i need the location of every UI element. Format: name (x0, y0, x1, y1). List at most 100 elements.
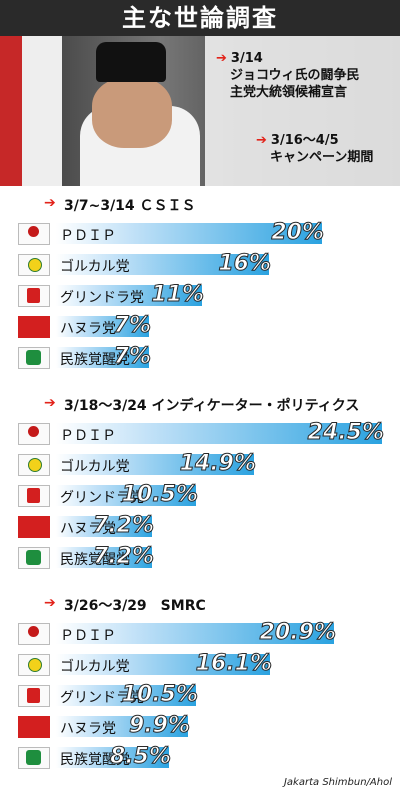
party-name: グリンドラ党 (60, 690, 144, 706)
party-name: グリンドラ党 (60, 290, 144, 306)
annotation-2-text1: キャンペーン期間 (270, 150, 374, 165)
data-label: 7.2% (92, 544, 154, 570)
bar-row: ゴルカル党 14.9% (0, 451, 400, 477)
bar-row: ＰＤＩＰ 20% (0, 220, 400, 246)
gerindra-logo-icon (18, 285, 50, 307)
bar (56, 423, 382, 444)
bar (56, 547, 152, 568)
header-photo (0, 36, 400, 186)
bar (56, 623, 334, 644)
annotation-panel (205, 36, 400, 186)
pkb-logo-icon (18, 747, 50, 769)
pdip-logo-icon (18, 623, 50, 645)
party-name: ＰＤＩＰ (60, 428, 116, 444)
data-label: 24.5% (307, 420, 384, 446)
party-name: ハヌラ党 (60, 321, 116, 337)
flag-red (0, 36, 22, 186)
party-name: ハヌラ党 (60, 521, 116, 537)
bar-row: ハヌラ党 7.2% (0, 513, 400, 539)
page-title: 主な世論調査 (0, 0, 400, 36)
gerindra-logo-icon (18, 485, 50, 507)
bar-row: ゴルカル党 16.1% (0, 651, 400, 677)
bar (56, 285, 202, 306)
golkar-logo-icon (18, 254, 50, 276)
annotation-1-text2: 主党大統領候補宣言 (230, 85, 348, 100)
bar (56, 747, 169, 768)
arrow-right-icon: ➔ (44, 395, 56, 411)
pdip-logo-icon (18, 223, 50, 245)
bar (56, 223, 322, 244)
bar (56, 347, 149, 368)
bar-row: 民族覚醒党 8.5% (0, 744, 400, 770)
data-label: 10.5% (121, 682, 198, 708)
hanura-logo-icon (18, 716, 50, 738)
bar-row: ＰＤＩＰ 20.9% (0, 620, 400, 646)
gerindra-logo-icon (18, 685, 50, 707)
bar (56, 685, 196, 706)
chart-title-text: 3/7~3/14 ＣＳＩＳ (64, 198, 196, 214)
party-name: ハヌラ党 (60, 721, 116, 737)
annotation-1-date: 3/14 (230, 51, 263, 66)
annotation-2: ➔ 3/16〜4/5 キャンペーン期間 (256, 132, 373, 166)
annotation-2-date: 3/16〜4/5 (270, 133, 339, 148)
data-label: 16% (218, 251, 272, 277)
arrow-right-icon: ➔ (216, 51, 227, 66)
arrow-right-icon: ➔ (44, 195, 56, 211)
data-label: 7% (113, 344, 151, 370)
golkar-logo-icon (18, 654, 50, 676)
bar-row: グリンドラ党 10.5% (0, 482, 400, 508)
party-name: 民族覚醒党 (60, 352, 130, 368)
party-name: 民族覚醒党 (60, 552, 130, 568)
party-name: グリンドラ党 (60, 490, 144, 506)
bar-row: グリンドラ党 10.5% (0, 682, 400, 708)
golkar-logo-icon (18, 454, 50, 476)
data-label: 16.1% (195, 651, 272, 677)
party-name: 民族覚醒党 (60, 752, 130, 768)
bar (56, 254, 269, 275)
hanura-logo-icon (18, 316, 50, 338)
party-name: ゴルカル党 (60, 459, 130, 475)
bar (56, 716, 188, 737)
chart-title-3: ➔ 3/26〜3/29 SMRC (0, 592, 400, 616)
bar-row: グリンドラ党 11% (0, 282, 400, 308)
bar (56, 316, 149, 337)
hanura-logo-icon (18, 516, 50, 538)
bar-row: 民族覚醒党 7% (0, 344, 400, 370)
data-label: 7% (113, 313, 151, 339)
annotation-1-text1: ジョコウィ氏の闘争民 (230, 68, 360, 83)
data-label: 14.9% (179, 451, 256, 477)
data-label: 11% (151, 282, 205, 308)
figure-face (92, 78, 172, 148)
data-label: 20% (271, 220, 325, 246)
party-name: ゴルカル党 (60, 259, 130, 275)
party-name: ＰＤＩＰ (60, 228, 116, 244)
data-label: 10.5% (121, 482, 198, 508)
data-label: 8.5% (109, 744, 171, 770)
figure-cap (96, 42, 166, 82)
pkb-logo-icon (18, 547, 50, 569)
bar-row: ハヌラ党 7% (0, 313, 400, 339)
pdip-logo-icon (18, 423, 50, 445)
chart-title-2: ➔ 3/18〜3/24 インディケーター・ポリティクス (0, 392, 400, 416)
flag-white (22, 36, 62, 186)
bar (56, 454, 254, 475)
credit: Jakarta Shimbun/Ahol (283, 777, 392, 788)
pkb-logo-icon (18, 347, 50, 369)
data-label: 9.9% (128, 713, 190, 739)
chart-title-text: 3/26〜3/29 SMRC (64, 598, 206, 614)
arrow-right-icon: ➔ (44, 595, 56, 611)
annotation-1: ➔ 3/14 ジョコウィ氏の闘争民 主党大統領候補宣言 (216, 50, 359, 101)
arrow-right-icon: ➔ (256, 133, 267, 148)
party-name: ＰＤＩＰ (60, 628, 116, 644)
bar-row: ハヌラ党 9.9% (0, 713, 400, 739)
bar (56, 654, 270, 675)
party-name: ゴルカル党 (60, 659, 130, 675)
chart-title-1: ➔ 3/7~3/14 ＣＳＩＳ (0, 192, 400, 216)
data-label: 7.2% (92, 513, 154, 539)
bar (56, 485, 196, 506)
data-label: 20.9% (259, 620, 336, 646)
bar (56, 516, 152, 537)
chart-title-text: 3/18〜3/24 インディケーター・ポリティクス (64, 398, 360, 414)
bar-row: ＰＤＩＰ 24.5% (0, 420, 400, 446)
bar-row: 民族覚醒党 7.2% (0, 544, 400, 570)
